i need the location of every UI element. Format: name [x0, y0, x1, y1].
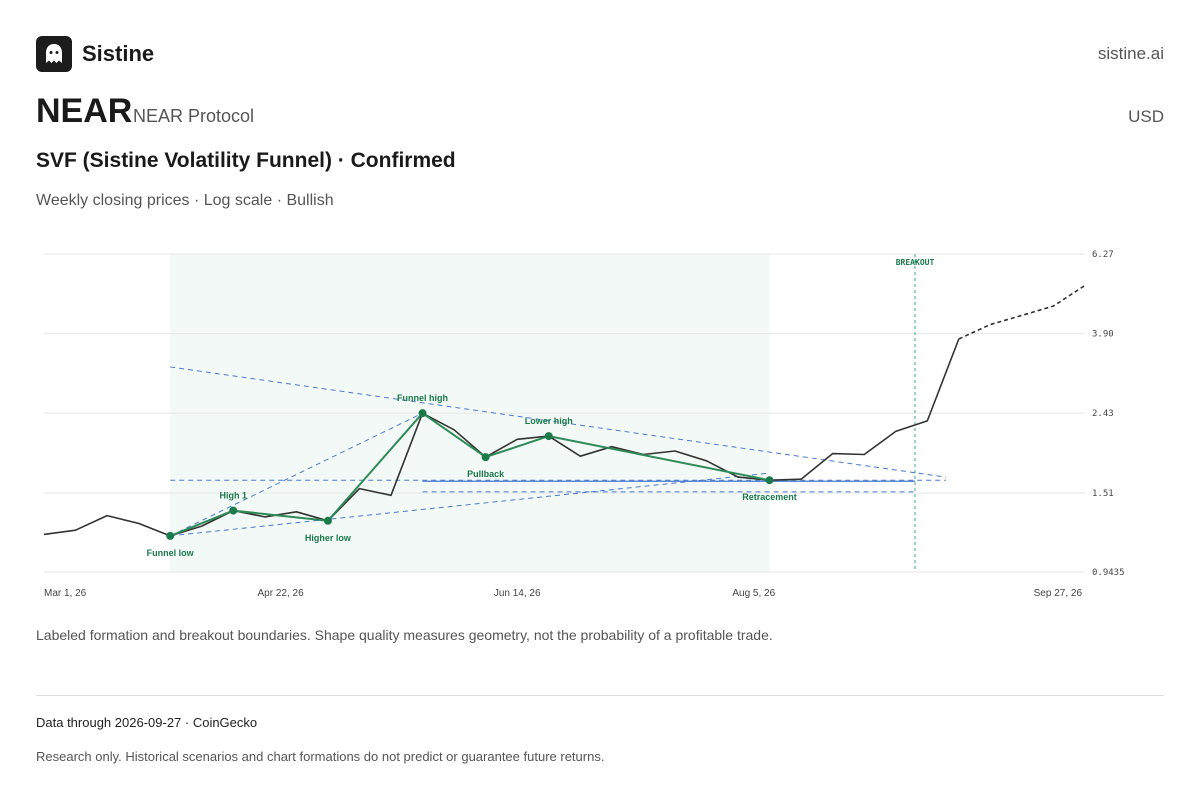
pivot-point: [323, 516, 332, 525]
x-tick-label: Apr 22, 26: [258, 588, 305, 599]
pivot-label: Funnel high: [397, 393, 448, 403]
logo: [36, 36, 72, 72]
pivot-point: [765, 476, 774, 485]
pivot-point: [166, 531, 175, 540]
pivot-point: [544, 432, 553, 441]
chart-title: SVF (Sistine Volatility Funnel) · Confir…: [36, 149, 456, 172]
y-tick-label: 6.27: [1092, 250, 1114, 260]
lower-funnel-line: [170, 472, 770, 537]
breakout-label: BREAKOUT: [896, 258, 935, 267]
ticker-symbol: NEAR: [36, 92, 133, 130]
y-tick-label: 2.43: [1092, 409, 1114, 419]
chart-subtitle: Weekly closing prices · Log scale · Bull…: [36, 192, 334, 209]
x-tick-label: Sep 27, 26: [1034, 588, 1083, 599]
header: Sistine sistine.ai: [36, 36, 1164, 72]
data-source: Data through 2026-09-27 · CoinGecko: [36, 715, 258, 730]
pivot-point: [229, 506, 238, 515]
price-line-projection: [958, 284, 1086, 340]
divider: [36, 695, 1164, 696]
pivot-label: Higher low: [305, 533, 352, 543]
y-tick-label: 0.9435: [1092, 568, 1125, 578]
rising-line: [169, 412, 423, 537]
upper-funnel-line: [170, 366, 947, 478]
pivot-point: [418, 409, 427, 418]
currency-label: USD: [1128, 107, 1164, 126]
pivot-point: [481, 453, 490, 462]
price-chart: 6.27 3.90 2.43 1.51 0.9435 Mar 1, 26 Apr 22, 2…: [43, 250, 1125, 599]
brand-name: Sistine: [82, 41, 155, 66]
chart-note: Labeled formation and breakout boundarie…: [36, 627, 773, 643]
pivot-label: Lower high: [525, 416, 573, 426]
x-tick-label: Jun 14, 26: [494, 588, 541, 599]
price-line: [43, 338, 960, 537]
y-tick-label: 3.90: [1092, 330, 1114, 340]
asset-row: NEAR NEAR Protocol USD: [36, 92, 1164, 132]
pivot-label: Pullback: [467, 469, 505, 479]
x-tick-label: Aug 5, 26: [732, 588, 775, 599]
ghost-icon: [46, 44, 62, 63]
disclaimer: Research only. Historical scenarios and …: [36, 749, 605, 764]
site-link[interactable]: sistine.ai: [1097, 44, 1164, 63]
y-tick-label: 1.51: [1092, 489, 1114, 499]
x-tick-label: Mar 1, 26: [44, 588, 87, 599]
pivot-label: Funnel low: [147, 548, 195, 558]
pivot-label: High 1: [220, 491, 248, 501]
pivot-label: Retracement: [742, 492, 797, 502]
asset-name: NEAR Protocol: [133, 106, 255, 126]
